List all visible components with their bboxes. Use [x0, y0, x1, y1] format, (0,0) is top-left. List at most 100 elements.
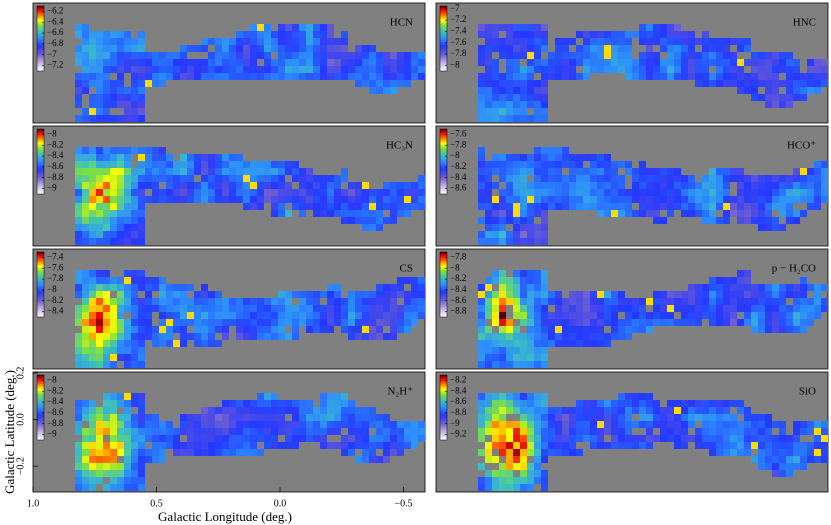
map-cell	[695, 73, 702, 80]
map-cell	[541, 393, 548, 400]
map-cell	[159, 421, 166, 428]
map-cell	[257, 203, 264, 210]
map-cell	[590, 407, 597, 414]
map-cell	[723, 421, 730, 428]
map-cell	[159, 73, 166, 80]
map-cell	[145, 305, 152, 312]
map-cell	[75, 312, 82, 319]
map-cell	[250, 400, 257, 407]
map-cell	[320, 442, 327, 449]
map-cell	[499, 101, 506, 108]
map-cell	[194, 428, 201, 435]
map-cell	[187, 73, 194, 80]
map-cell	[779, 421, 786, 428]
map-cell	[110, 400, 117, 407]
map-cell	[138, 238, 145, 245]
map-cell	[555, 52, 562, 59]
map-cell	[800, 442, 807, 449]
map-cell	[702, 80, 709, 87]
map-cell	[117, 284, 124, 291]
map-cell	[138, 456, 145, 463]
map-cell	[513, 277, 520, 284]
map-cell	[173, 305, 180, 312]
map-cell	[800, 312, 807, 319]
map-cell	[124, 340, 131, 347]
map-cell	[478, 484, 485, 491]
map-cell	[103, 94, 110, 101]
map-cell	[786, 66, 793, 73]
map-cell	[257, 66, 264, 73]
map-cell	[264, 305, 271, 312]
map-cell	[499, 393, 506, 400]
map-cell	[222, 428, 229, 435]
map-cell	[96, 31, 103, 38]
map-cell	[110, 203, 117, 210]
map-cell	[285, 305, 292, 312]
map-cell	[138, 340, 145, 347]
map-cell	[243, 305, 250, 312]
map-cell	[89, 38, 96, 45]
map-cell	[390, 189, 397, 196]
map-cell	[786, 470, 793, 477]
map-cell	[299, 319, 306, 326]
map-cell	[285, 400, 292, 407]
map-cell	[751, 428, 758, 435]
map-cell	[723, 435, 730, 442]
map-cell	[152, 147, 159, 154]
map-cell	[145, 421, 152, 428]
map-cell	[583, 298, 590, 305]
map-cell	[814, 161, 821, 168]
map-cell	[527, 277, 534, 284]
map-cell	[723, 291, 730, 298]
map-cell	[103, 108, 110, 115]
map-cell	[807, 87, 814, 94]
map-cell	[520, 224, 527, 231]
map-cell	[527, 52, 534, 59]
map-cell	[478, 449, 485, 456]
map-cell	[222, 407, 229, 414]
map-cell	[520, 305, 527, 312]
map-cell	[96, 115, 103, 122]
map-cell	[292, 189, 299, 196]
map-cell	[653, 73, 660, 80]
map-cell	[201, 333, 208, 340]
map-cell	[159, 59, 166, 66]
map-cell	[723, 196, 730, 203]
map-cell	[110, 435, 117, 442]
map-cell	[348, 319, 355, 326]
map-cell	[506, 442, 513, 449]
map-cell	[814, 305, 821, 312]
map-cell	[264, 393, 271, 400]
map-cell	[187, 45, 194, 52]
map-cell	[485, 291, 492, 298]
map-cell	[278, 31, 285, 38]
map-cell	[485, 470, 492, 477]
map-cell	[506, 80, 513, 87]
map-cell	[499, 319, 506, 326]
colorbar-tick-label: −8.2	[47, 295, 63, 305]
map-cell	[103, 80, 110, 87]
map-cell	[159, 435, 166, 442]
map-cell	[639, 66, 646, 73]
map-cell	[243, 428, 250, 435]
map-cell	[541, 154, 548, 161]
map-cell	[625, 66, 632, 73]
map-cell	[499, 414, 506, 421]
map-cell	[541, 354, 548, 361]
map-cell	[548, 414, 555, 421]
map-cell	[229, 196, 236, 203]
map-cell	[618, 407, 625, 414]
panel-label: HC₃N	[386, 140, 413, 152]
map-cell	[611, 45, 618, 52]
map-cell	[807, 182, 814, 189]
map-cell	[222, 196, 229, 203]
map-cell	[639, 400, 646, 407]
map-cell	[653, 319, 660, 326]
map-cell	[485, 182, 492, 189]
map-cell	[89, 449, 96, 456]
map-cell	[264, 421, 271, 428]
map-cell	[576, 407, 583, 414]
map-cell	[618, 428, 625, 435]
map-cell	[793, 66, 800, 73]
map-cell	[404, 291, 411, 298]
